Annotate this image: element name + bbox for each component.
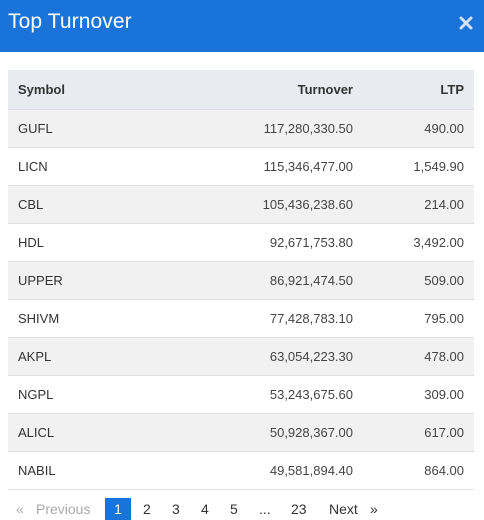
table-row[interactable]: SHIVM 77,428,783.10 795.00 xyxy=(8,299,474,338)
page-4-button[interactable]: 4 xyxy=(201,501,209,517)
symbol-cell: CBL xyxy=(8,185,178,224)
ltp-cell: 490.00 xyxy=(363,109,474,148)
table-row[interactable]: ALICL 50,928,367.00 617.00 xyxy=(8,413,474,452)
ltp-cell: 617.00 xyxy=(363,413,474,452)
page-2-button[interactable]: 2 xyxy=(143,501,151,517)
next-arrow[interactable]: » xyxy=(370,501,378,517)
turnover-cell: 50,928,367.00 xyxy=(178,413,363,452)
symbol-cell: AKPL xyxy=(8,337,178,376)
symbol-cell: UPPER xyxy=(8,261,178,300)
column-header-turnover[interactable]: Turnover xyxy=(178,70,363,110)
symbol-cell: NGPL xyxy=(8,375,178,414)
turnover-cell: 105,436,238.60 xyxy=(178,185,363,224)
column-header-ltp[interactable]: LTP xyxy=(363,70,474,110)
previous-arrow[interactable]: « xyxy=(16,501,24,517)
close-icon[interactable] xyxy=(458,15,474,31)
modal-header: Top Turnover xyxy=(0,0,484,52)
ltp-cell: 309.00 xyxy=(363,375,474,414)
page-1-button[interactable]: 1 xyxy=(105,498,131,520)
symbol-cell: SHIVM xyxy=(8,299,178,338)
table-row[interactable]: CBL 105,436,238.60 214.00 xyxy=(8,185,474,224)
pagination: « Previous 1 2 3 4 5 ... 23 Next » xyxy=(0,498,484,520)
turnover-cell: 53,243,675.60 xyxy=(178,375,363,414)
symbol-cell: GUFL xyxy=(8,109,178,148)
ltp-cell: 214.00 xyxy=(363,185,474,224)
next-button[interactable]: Next xyxy=(329,501,358,517)
ltp-cell: 478.00 xyxy=(363,337,474,376)
table-row[interactable]: LICN 115,346,477.00 1,549.90 xyxy=(8,147,474,186)
table-row[interactable]: NGPL 53,243,675.60 309.00 xyxy=(8,375,474,414)
turnover-cell: 86,921,474.50 xyxy=(178,261,363,300)
turnover-cell: 77,428,783.10 xyxy=(178,299,363,338)
turnover-cell: 92,671,753.80 xyxy=(178,223,363,262)
symbol-cell: NABIL xyxy=(8,451,178,490)
ltp-cell: 1,549.90 xyxy=(363,147,474,186)
modal-title: Top Turnover xyxy=(8,10,132,33)
table-header-row: Symbol Turnover LTP xyxy=(8,70,474,110)
symbol-cell: LICN xyxy=(8,147,178,186)
ltp-cell: 795.00 xyxy=(363,299,474,338)
page-5-button[interactable]: 5 xyxy=(230,501,238,517)
table-row[interactable]: NABIL 49,581,894.40 864.00 xyxy=(8,451,474,490)
table-row[interactable]: GUFL 117,280,330.50 490.00 xyxy=(8,109,474,148)
ltp-cell: 864.00 xyxy=(363,451,474,490)
turnover-cell: 49,581,894.40 xyxy=(178,451,363,490)
table-row[interactable]: UPPER 86,921,474.50 509.00 xyxy=(8,261,474,300)
turnover-cell: 117,280,330.50 xyxy=(178,109,363,148)
symbol-cell: HDL xyxy=(8,223,178,262)
pagination-ellipsis: ... xyxy=(259,501,271,517)
page-last-button[interactable]: 23 xyxy=(291,501,307,517)
column-header-symbol[interactable]: Symbol xyxy=(8,70,178,110)
previous-button[interactable]: Previous xyxy=(36,501,91,517)
turnover-table: Symbol Turnover LTP GUFL 117,280,330.50 49… xyxy=(8,70,474,490)
turnover-cell: 115,346,477.00 xyxy=(178,147,363,186)
table-row[interactable]: HDL 92,671,753.80 3,492.00 xyxy=(8,223,474,262)
symbol-cell: ALICL xyxy=(8,413,178,452)
ltp-cell: 3,492.00 xyxy=(363,223,474,262)
turnover-cell: 63,054,223.30 xyxy=(178,337,363,376)
page-3-button[interactable]: 3 xyxy=(172,501,180,517)
table-row[interactable]: AKPL 63,054,223.30 478.00 xyxy=(8,337,474,376)
ltp-cell: 509.00 xyxy=(363,261,474,300)
